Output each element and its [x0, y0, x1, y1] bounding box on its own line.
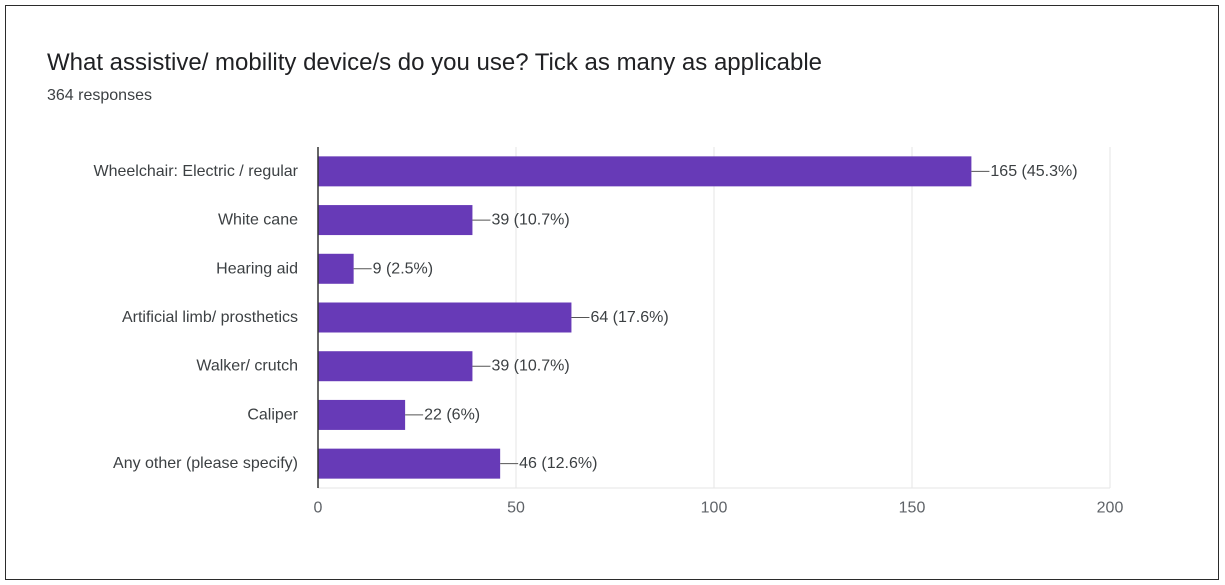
- category-label-1: White cane: [218, 212, 298, 229]
- category-label-2: Hearing aid: [216, 260, 298, 277]
- bar-3: [318, 302, 572, 333]
- bar-6: [318, 448, 501, 479]
- data-label-2: 9 (2.5%): [373, 260, 433, 277]
- chart-card: [5, 5, 1219, 580]
- bar-2: [318, 253, 354, 284]
- x-tick-label-150: 150: [899, 500, 926, 517]
- category-label-4: Walker/ crutch: [196, 358, 298, 375]
- data-label-3: 64 (17.6%): [590, 309, 668, 326]
- category-label-6: Any other (please specify): [113, 455, 298, 472]
- data-label-6: 46 (12.6%): [519, 455, 597, 472]
- category-label-0: Wheelchair: Electric / regular: [93, 163, 298, 180]
- bar-5: [318, 399, 406, 430]
- category-label-3: Artificial limb/ prosthetics: [122, 309, 298, 326]
- data-label-0: 165 (45.3%): [990, 163, 1077, 180]
- data-label-4: 39 (10.7%): [491, 358, 569, 375]
- x-tick-label-0: 0: [314, 500, 323, 517]
- x-tick-label-100: 100: [701, 500, 728, 517]
- x-tick-label-50: 50: [507, 500, 525, 517]
- chart-title: What assistive/ mobility device/s do you…: [47, 49, 823, 76]
- x-tick-label-200: 200: [1097, 500, 1124, 517]
- category-label-5: Caliper: [247, 406, 298, 423]
- data-label-1: 39 (10.7%): [491, 212, 569, 229]
- bar-1: [318, 205, 473, 236]
- data-label-5: 22 (6%): [424, 406, 480, 423]
- bar-0: [318, 156, 972, 187]
- response-count: 364 responses: [47, 87, 152, 104]
- bar-4: [318, 351, 473, 382]
